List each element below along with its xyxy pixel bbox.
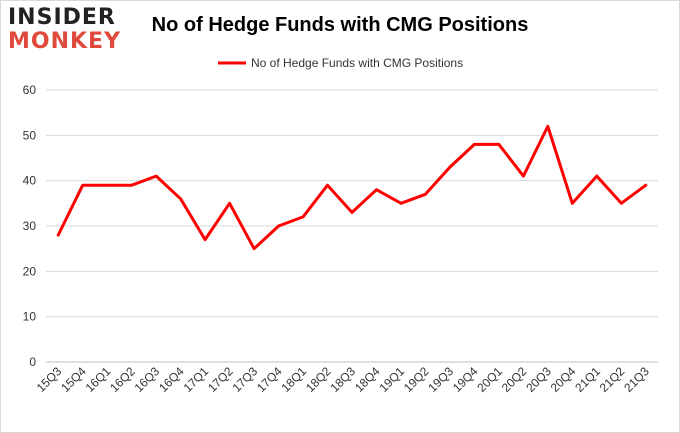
y-tick-label: 10: [23, 310, 37, 324]
x-tick-label: 18Q2: [303, 364, 334, 395]
x-tick-label: 16Q1: [83, 364, 114, 395]
x-tick-label: 20Q4: [548, 364, 579, 395]
logo-line-1: INSIDER: [8, 5, 116, 30]
x-tick-label: 21Q3: [621, 364, 652, 395]
x-tick-label: 17Q4: [254, 364, 285, 395]
legend: No of Hedge Funds with CMG Positions: [218, 56, 463, 70]
x-tick-label: 21Q1: [572, 364, 603, 395]
x-tick-label: 19Q1: [376, 364, 407, 395]
y-axis-ticks: 0 10 20 30 40 50 60: [23, 83, 37, 369]
x-tick-label: 16Q2: [107, 364, 138, 395]
x-tick-label: 15Q3: [34, 364, 65, 395]
x-tick-label: 19Q3: [425, 364, 456, 395]
x-tick-label: 20Q1: [474, 364, 505, 395]
x-tick-label: 17Q2: [205, 364, 236, 395]
legend-label: No of Hedge Funds with CMG Positions: [251, 56, 463, 70]
x-tick-label: 17Q1: [181, 364, 212, 395]
y-tick-label: 30: [23, 219, 37, 233]
x-tick-label: 19Q2: [401, 364, 432, 395]
x-tick-label: 20Q3: [523, 364, 554, 395]
y-tick-label: 20: [23, 264, 37, 278]
series-line: [56, 124, 648, 251]
series-layer: [56, 124, 648, 251]
y-tick-label: 40: [23, 174, 37, 188]
y-tick-label: 60: [23, 83, 37, 97]
y-tick-label: 0: [29, 355, 36, 369]
x-tick-label: 16Q4: [156, 364, 187, 395]
gridlines: [46, 89, 658, 363]
x-tick-label: 17Q3: [230, 364, 261, 395]
insider-monkey-logo: INSIDER MONKEY: [8, 6, 126, 56]
x-tick-label: 18Q3: [327, 364, 358, 395]
x-tick-label: 18Q4: [352, 364, 383, 395]
logo-line-2: MONKEY: [8, 29, 122, 54]
x-tick-label: 19Q4: [450, 364, 481, 395]
x-tick-label: 20Q2: [499, 364, 530, 395]
chart-title: No of Hedge Funds with CMG Positions: [151, 14, 529, 36]
x-tick-label: 16Q3: [132, 364, 163, 395]
x-axis-ticks: 15Q315Q416Q116Q216Q316Q417Q117Q217Q317Q4…: [34, 364, 652, 395]
y-tick-label: 50: [23, 128, 37, 142]
x-tick-label: 21Q2: [597, 364, 628, 395]
x-tick-label: 15Q4: [58, 364, 89, 395]
x-tick-label: 18Q1: [279, 364, 310, 395]
